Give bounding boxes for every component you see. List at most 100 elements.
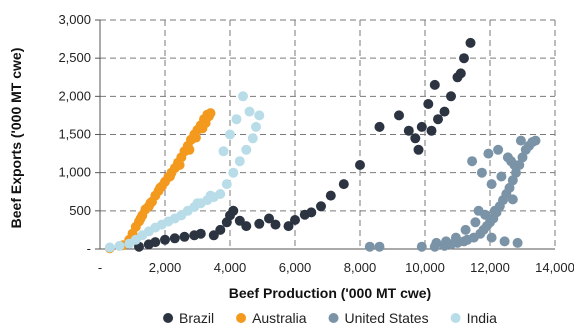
point-australia	[155, 182, 166, 193]
legend-marker-india	[450, 313, 461, 323]
point-australia	[145, 198, 156, 209]
y-tick-label: 2,500	[58, 50, 91, 65]
point-united-states	[483, 148, 494, 159]
series-united-states	[364, 135, 541, 252]
point-united-states	[507, 194, 518, 205]
point-united-states	[499, 236, 510, 247]
point-brazil	[433, 114, 443, 125]
point-brazil	[338, 179, 349, 190]
x-axis-title: Beef Production ('000 MT cwe)	[229, 285, 431, 301]
point-united-states	[486, 232, 497, 243]
point-brazil	[355, 160, 365, 170]
point-united-states	[530, 135, 541, 146]
point-united-states	[512, 237, 523, 248]
point-brazil	[423, 99, 434, 109]
point-brazil	[283, 221, 294, 232]
point-australia	[197, 123, 208, 134]
point-united-states	[486, 179, 497, 190]
point-united-states	[517, 152, 528, 163]
point-brazil	[459, 53, 469, 64]
x-tick-label: 14,000	[535, 260, 574, 275]
point-australia	[135, 213, 146, 224]
point-united-states	[450, 232, 461, 243]
point-india	[247, 133, 258, 144]
legend-marker-brazil	[163, 313, 174, 323]
point-united-states	[509, 160, 520, 170]
point-brazil	[426, 125, 437, 136]
point-brazil	[325, 190, 336, 201]
x-tick-label: 2,000	[149, 260, 182, 275]
y-tick-label: 1,000	[58, 165, 91, 180]
point-united-states	[473, 205, 484, 216]
point-united-states	[504, 182, 515, 193]
point-united-states	[476, 167, 487, 178]
point-united-states	[507, 175, 518, 186]
point-india	[244, 106, 255, 117]
point-australia	[190, 132, 201, 143]
point-united-states	[441, 236, 452, 247]
point-brazil	[429, 79, 440, 90]
legend-item-australia: Australia	[236, 310, 307, 326]
series-australia	[104, 108, 216, 254]
y-tick-label: 500	[69, 203, 91, 218]
point-australia	[174, 160, 185, 170]
point-brazil	[160, 234, 170, 245]
point-united-states	[496, 171, 507, 182]
legend-item-india: India	[450, 310, 498, 326]
point-brazil	[228, 205, 239, 216]
y-tick-label: 2,000	[58, 88, 91, 103]
x-tick-label: 4,000	[214, 260, 247, 275]
point-brazil	[394, 110, 404, 121]
point-brazil	[270, 219, 281, 230]
y-axis-ticks: - 500 1,000 1,500 2,000 2,500 3,000	[58, 12, 100, 256]
point-brazil	[455, 68, 466, 79]
point-india	[251, 121, 261, 132]
point-united-states	[470, 217, 481, 228]
point-brazil	[465, 37, 476, 48]
y-tick-label: 1,500	[58, 127, 91, 142]
legend-item-brazil: Brazil	[163, 310, 214, 326]
point-brazil	[403, 125, 414, 136]
point-brazil	[410, 133, 421, 144]
point-united-states	[364, 241, 375, 252]
point-australia	[184, 144, 195, 155]
point-brazil	[195, 228, 206, 239]
point-united-states	[374, 241, 385, 252]
point-brazil	[316, 201, 326, 212]
point-united-states	[431, 237, 442, 248]
point-united-states	[489, 205, 500, 216]
y-tick-label: -	[87, 241, 91, 256]
point-india	[192, 198, 203, 209]
x-tick-label: 10,000	[405, 260, 445, 275]
point-brazil	[439, 106, 450, 117]
point-india	[114, 240, 125, 251]
point-united-states	[511, 167, 521, 178]
legend-label-brazil: Brazil	[179, 310, 214, 326]
legend-marker-united-states	[328, 313, 339, 323]
x-axis-ticks: - 2,000 4,000 6,000 8,000 10,000 12,000 14,000	[98, 260, 574, 275]
legend-label-india: India	[467, 310, 498, 326]
point-brazil	[241, 221, 252, 232]
chart-legend: Brazil Australia United States India	[163, 310, 497, 326]
point-india	[241, 144, 252, 155]
point-united-states	[467, 156, 478, 167]
point-india	[104, 242, 115, 253]
series-india	[104, 91, 265, 253]
point-india	[231, 114, 242, 125]
point-brazil	[179, 231, 190, 242]
legend-marker-australia	[236, 313, 247, 323]
point-united-states	[416, 241, 427, 252]
y-axis-title: Beef Exports ('000 MT cwe)	[8, 48, 24, 229]
point-india	[221, 179, 232, 190]
point-india	[254, 110, 265, 121]
point-india	[225, 129, 235, 140]
x-tick-label: -	[98, 260, 102, 275]
series-brazil	[134, 37, 476, 252]
x-tick-label: 12,000	[470, 260, 510, 275]
point-united-states	[515, 135, 526, 146]
point-brazil	[215, 224, 226, 235]
point-brazil	[264, 213, 274, 224]
legend-label-australia: Australia	[252, 310, 307, 326]
point-india	[234, 156, 245, 167]
point-united-states	[493, 144, 504, 155]
